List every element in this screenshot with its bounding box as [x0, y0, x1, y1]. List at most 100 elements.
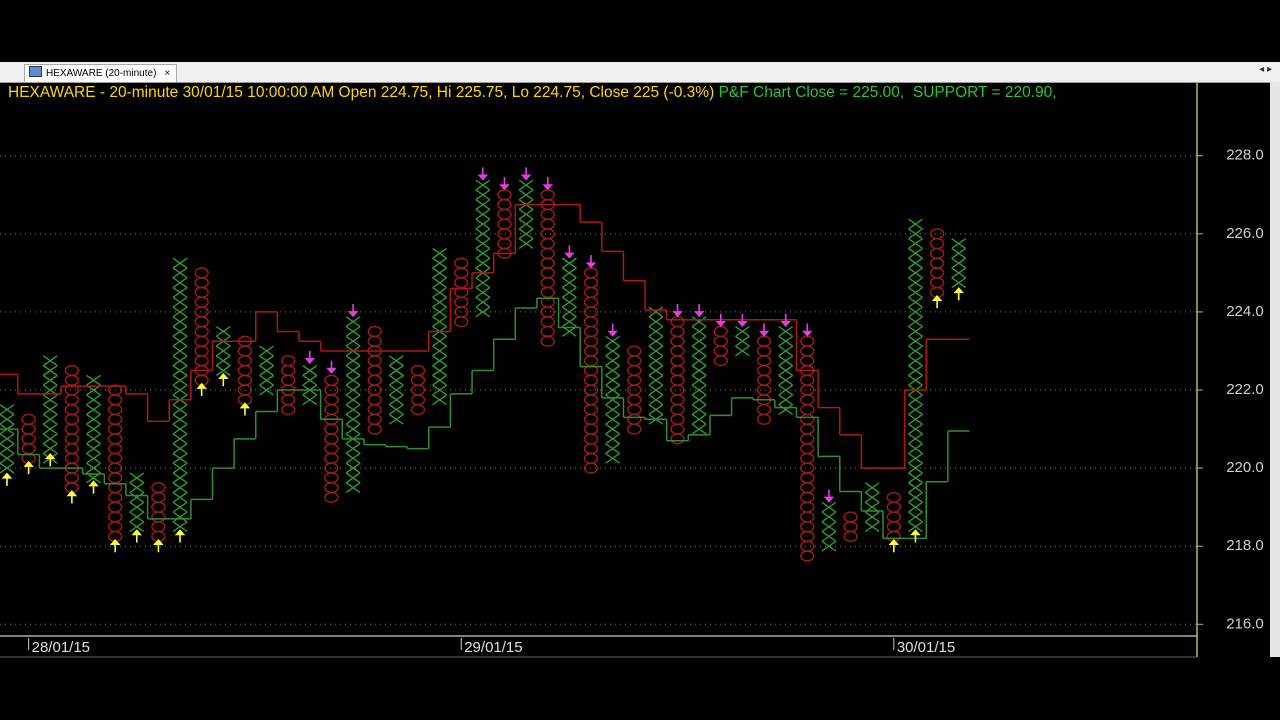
- x-glyph: [908, 345, 923, 357]
- x-glyph: [864, 521, 880, 533]
- x-column: [475, 179, 491, 318]
- o-glyph: [583, 335, 599, 347]
- o-glyph: [756, 413, 772, 425]
- sell-arrow: [520, 167, 532, 181]
- o-glyph: [800, 491, 815, 503]
- o-glyph: [800, 482, 815, 494]
- tab-icon: [29, 66, 42, 77]
- o-glyph: [583, 403, 599, 416]
- x-glyph: [86, 413, 101, 425]
- x-column: [691, 316, 707, 435]
- o-glyph: [107, 501, 123, 513]
- x-glyph: [691, 355, 707, 367]
- sell-arrow: [347, 303, 359, 318]
- o-glyph: [107, 403, 123, 416]
- x-glyph: [908, 247, 923, 259]
- x-glyph: [908, 501, 923, 513]
- x-glyph: [908, 404, 923, 415]
- x-glyph: [388, 365, 404, 376]
- o-glyph: [627, 345, 642, 357]
- o-glyph: [886, 501, 902, 513]
- x-glyph: [86, 433, 101, 445]
- x-column: [129, 472, 145, 533]
- o-glyph: [670, 403, 685, 416]
- x-glyph: [908, 394, 923, 406]
- o-glyph: [237, 364, 253, 377]
- x-glyph: [778, 374, 794, 386]
- x-glyph: [0, 433, 15, 445]
- x-glyph: [86, 374, 101, 386]
- x-glyph: [345, 482, 361, 494]
- x-glyph: [475, 199, 491, 211]
- o-glyph: [410, 394, 426, 406]
- x-glyph: [345, 423, 361, 435]
- x-glyph: [475, 247, 491, 259]
- x-glyph: [345, 413, 361, 425]
- x-glyph: [215, 326, 231, 337]
- o-glyph: [64, 472, 80, 484]
- o-glyph: [627, 364, 642, 377]
- x-glyph: [345, 365, 361, 376]
- x-column: [345, 316, 361, 494]
- x-glyph: [908, 413, 923, 425]
- o-glyph: [237, 374, 253, 386]
- x-glyph: [864, 491, 880, 503]
- sell-arrow: [607, 323, 618, 337]
- x-glyph: [735, 335, 750, 347]
- o-glyph: [367, 403, 382, 416]
- x-glyph: [821, 511, 837, 523]
- x-column: [432, 247, 448, 406]
- o-glyph: [280, 355, 296, 367]
- buy-arrow: [109, 538, 121, 553]
- o-glyph: [324, 374, 339, 386]
- o-column: [151, 482, 166, 543]
- buy-arrow: [88, 480, 99, 494]
- x-glyph: [691, 404, 707, 415]
- o-glyph: [151, 501, 166, 513]
- o-glyph: [540, 316, 555, 328]
- x-column: [259, 345, 274, 396]
- o-glyph: [800, 335, 815, 347]
- scrollbar[interactable]: [1270, 82, 1280, 657]
- o-glyph: [800, 472, 815, 484]
- x-glyph: [518, 179, 534, 191]
- o-column: [670, 316, 685, 445]
- o-glyph: [454, 277, 469, 289]
- o-glyph: [583, 355, 599, 367]
- x-glyph: [648, 335, 664, 347]
- y-tick-label: 226.0: [1226, 225, 1264, 242]
- o-glyph: [670, 316, 685, 328]
- o-glyph: [367, 374, 382, 386]
- x-glyph: [561, 306, 577, 318]
- x-glyph: [0, 462, 15, 474]
- x-glyph: [648, 394, 664, 406]
- chart-tab[interactable]: HEXAWARE (20-minute) ×: [24, 64, 178, 82]
- x-glyph: [172, 286, 188, 298]
- x-glyph: [172, 511, 188, 523]
- x-glyph: [821, 501, 837, 513]
- o-glyph: [64, 423, 80, 435]
- o-column: [21, 413, 36, 464]
- o-glyph: [324, 443, 339, 455]
- x-glyph: [172, 355, 188, 367]
- o-glyph: [107, 443, 123, 455]
- o-glyph: [497, 208, 512, 220]
- x-glyph: [691, 345, 707, 357]
- o-glyph: [540, 189, 555, 201]
- x-glyph: [172, 257, 188, 269]
- x-glyph: [129, 472, 145, 484]
- x-glyph: [432, 296, 448, 308]
- o-glyph: [64, 364, 80, 377]
- o-glyph: [107, 472, 123, 484]
- sell-arrow: [585, 255, 597, 269]
- o-glyph: [194, 267, 209, 279]
- tab-nav[interactable]: ◂ ▸: [1259, 64, 1272, 75]
- o-glyph: [454, 316, 469, 328]
- sell-arrow: [304, 350, 316, 365]
- o-glyph: [21, 443, 36, 455]
- x-glyph: [518, 218, 534, 230]
- o-glyph: [583, 267, 599, 279]
- x-glyph: [86, 404, 101, 415]
- close-tab[interactable]: ×: [164, 68, 171, 79]
